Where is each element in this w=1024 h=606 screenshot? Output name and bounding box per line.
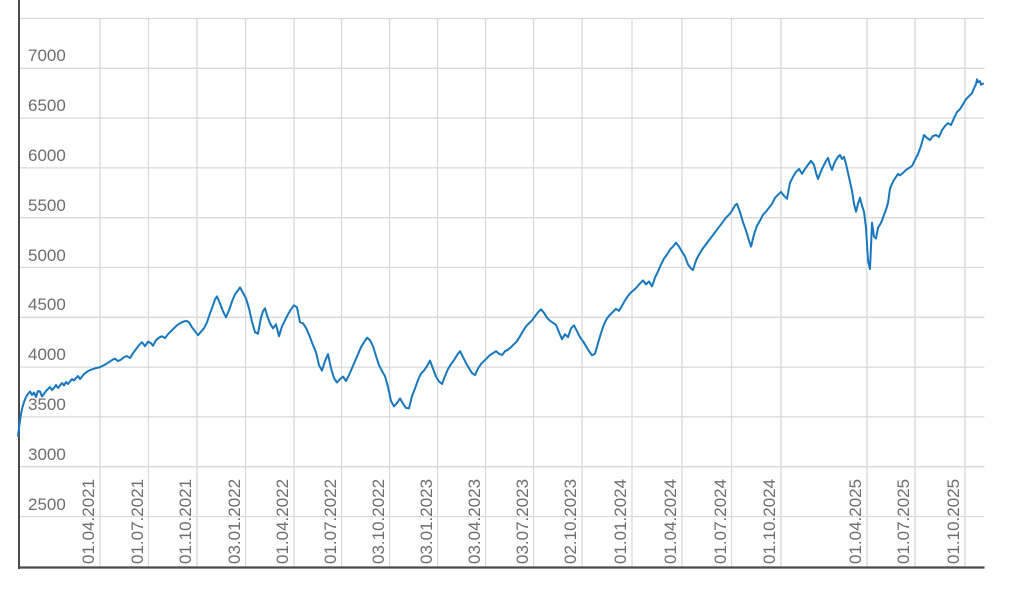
index-price-line — [17, 78, 984, 437]
horizontal-gridlines — [18, 17, 985, 518]
vertical-gridlines — [99, 18, 966, 568]
